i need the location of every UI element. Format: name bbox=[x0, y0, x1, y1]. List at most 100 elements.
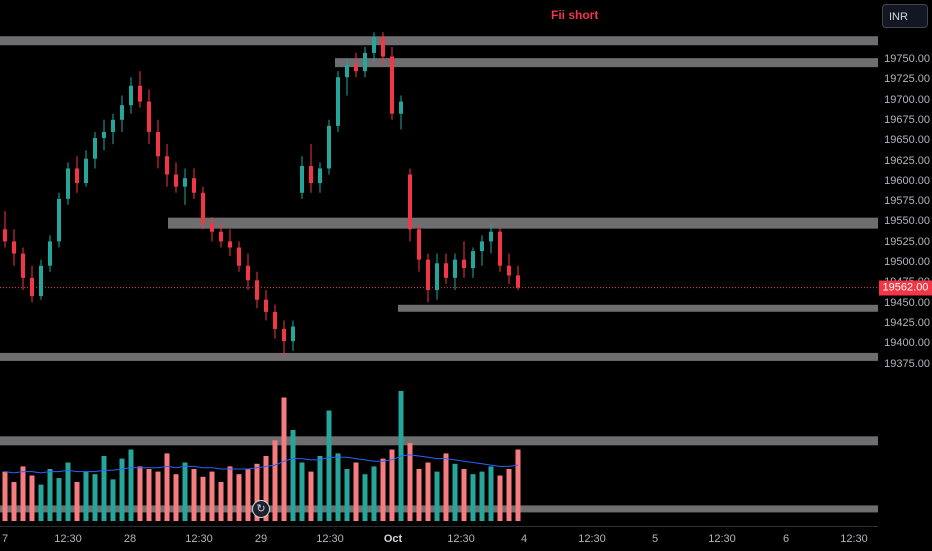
candle bbox=[174, 174, 178, 187]
volume-bar bbox=[74, 482, 80, 521]
candlestick-chart[interactable] bbox=[0, 0, 878, 526]
candle bbox=[300, 166, 304, 193]
candle bbox=[363, 52, 367, 72]
candle bbox=[192, 178, 196, 193]
volume-bar bbox=[218, 482, 224, 521]
volume-bar bbox=[101, 456, 107, 521]
volume-bar bbox=[110, 479, 116, 521]
time-tick-label: 12:30 bbox=[447, 533, 475, 545]
candle bbox=[30, 277, 34, 297]
candle bbox=[57, 198, 61, 242]
time-tick-label: 28 bbox=[123, 533, 137, 545]
price-tick-label: 19450.00 bbox=[884, 296, 930, 309]
candle bbox=[399, 101, 403, 114]
volume-bar bbox=[380, 458, 386, 521]
support-resistance-zone bbox=[168, 217, 878, 229]
volume-bar bbox=[200, 476, 206, 521]
price-tick-label: 19750.00 bbox=[884, 53, 930, 65]
candle bbox=[426, 259, 430, 291]
time-tick-label: 12:30 bbox=[316, 533, 344, 545]
candle bbox=[93, 138, 97, 159]
time-tick-label: 12:30 bbox=[840, 533, 868, 545]
volume-bar bbox=[119, 458, 125, 521]
candle bbox=[66, 168, 70, 199]
candle bbox=[345, 65, 349, 78]
volume-bar bbox=[20, 466, 26, 521]
candle bbox=[480, 241, 484, 252]
volume-bar bbox=[272, 440, 278, 521]
candle bbox=[201, 192, 205, 224]
time-tick-label: 4 bbox=[520, 533, 528, 545]
candle bbox=[102, 131, 106, 139]
candle bbox=[75, 168, 79, 184]
time-tick-label: 5 bbox=[651, 533, 659, 545]
time-tick-label: 7 bbox=[2, 533, 9, 545]
replay-icon[interactable]: ↻ bbox=[252, 500, 270, 518]
volume-bar bbox=[407, 443, 413, 521]
candle bbox=[354, 65, 358, 72]
volume-bar bbox=[155, 471, 161, 521]
fii-short-label: Fii short bbox=[551, 8, 599, 22]
volume-bar bbox=[353, 462, 359, 521]
volume-ma-line bbox=[4, 454, 519, 474]
volume-bar bbox=[470, 474, 476, 521]
volume-bar bbox=[362, 474, 368, 521]
volume-bar bbox=[371, 466, 377, 521]
volume-bar bbox=[326, 410, 332, 521]
price-tick-label: 19425.00 bbox=[884, 316, 930, 329]
candle bbox=[84, 158, 88, 184]
candle bbox=[462, 259, 466, 269]
candle bbox=[309, 166, 313, 184]
volume-bar bbox=[128, 449, 134, 521]
price-tick-label: 19675.00 bbox=[884, 113, 930, 126]
candle bbox=[210, 223, 214, 232]
volume-bar bbox=[83, 471, 89, 521]
candle bbox=[444, 263, 448, 278]
candle bbox=[327, 125, 331, 169]
volume-bar bbox=[416, 469, 422, 521]
support-resistance-zone bbox=[0, 36, 878, 46]
time-tick-label: Oct bbox=[383, 533, 403, 545]
candle bbox=[156, 131, 160, 157]
candle bbox=[498, 231, 502, 266]
price-tick-label: 19550.00 bbox=[884, 215, 930, 228]
volume-bar bbox=[434, 471, 440, 521]
candle bbox=[507, 265, 511, 276]
support-resistance-zone bbox=[398, 304, 878, 312]
time-axis[interactable]: 7 12:30 28 12:30 29 12:30 Oct 12:30 4 12:30 5 12:30… bbox=[0, 526, 878, 551]
volume-bar bbox=[137, 466, 143, 521]
chart-area[interactable]: Fii short ↻ bbox=[0, 0, 878, 526]
candle bbox=[48, 241, 52, 266]
candle bbox=[471, 251, 475, 269]
price-tick-label: 19625.00 bbox=[884, 154, 930, 167]
volume-bar bbox=[488, 466, 494, 521]
price-axis[interactable]: 19750.00 19725.00 19700.00 19675.00 19650.00… bbox=[878, 0, 932, 550]
volume-bar bbox=[290, 430, 296, 521]
candle bbox=[291, 326, 295, 342]
volume-bar bbox=[461, 469, 467, 521]
candle bbox=[21, 253, 25, 278]
support-resistance-zone bbox=[335, 58, 878, 68]
volume-bar bbox=[227, 466, 233, 521]
price-tick-label: 19400.00 bbox=[884, 337, 930, 350]
volume-bar bbox=[65, 462, 71, 521]
candle bbox=[120, 105, 124, 120]
currency-button[interactable]: INR bbox=[882, 4, 928, 28]
price-tick-label: 19600.00 bbox=[884, 174, 930, 187]
candle bbox=[282, 328, 286, 342]
candle bbox=[336, 77, 340, 126]
volume-bar bbox=[389, 449, 395, 521]
candle bbox=[165, 156, 169, 175]
candle bbox=[111, 119, 115, 132]
price-tick-label: 19500.00 bbox=[884, 256, 930, 268]
price-tick-label: 19700.00 bbox=[884, 93, 930, 106]
volume-bar bbox=[308, 471, 314, 521]
volume-bar bbox=[47, 469, 53, 521]
candle bbox=[183, 178, 187, 187]
price-tick-label: 19575.00 bbox=[884, 195, 930, 208]
volume-bar bbox=[146, 469, 152, 521]
candle bbox=[3, 229, 7, 242]
volume-bar bbox=[2, 471, 8, 521]
candle bbox=[147, 101, 151, 132]
volume-bar bbox=[209, 471, 215, 521]
